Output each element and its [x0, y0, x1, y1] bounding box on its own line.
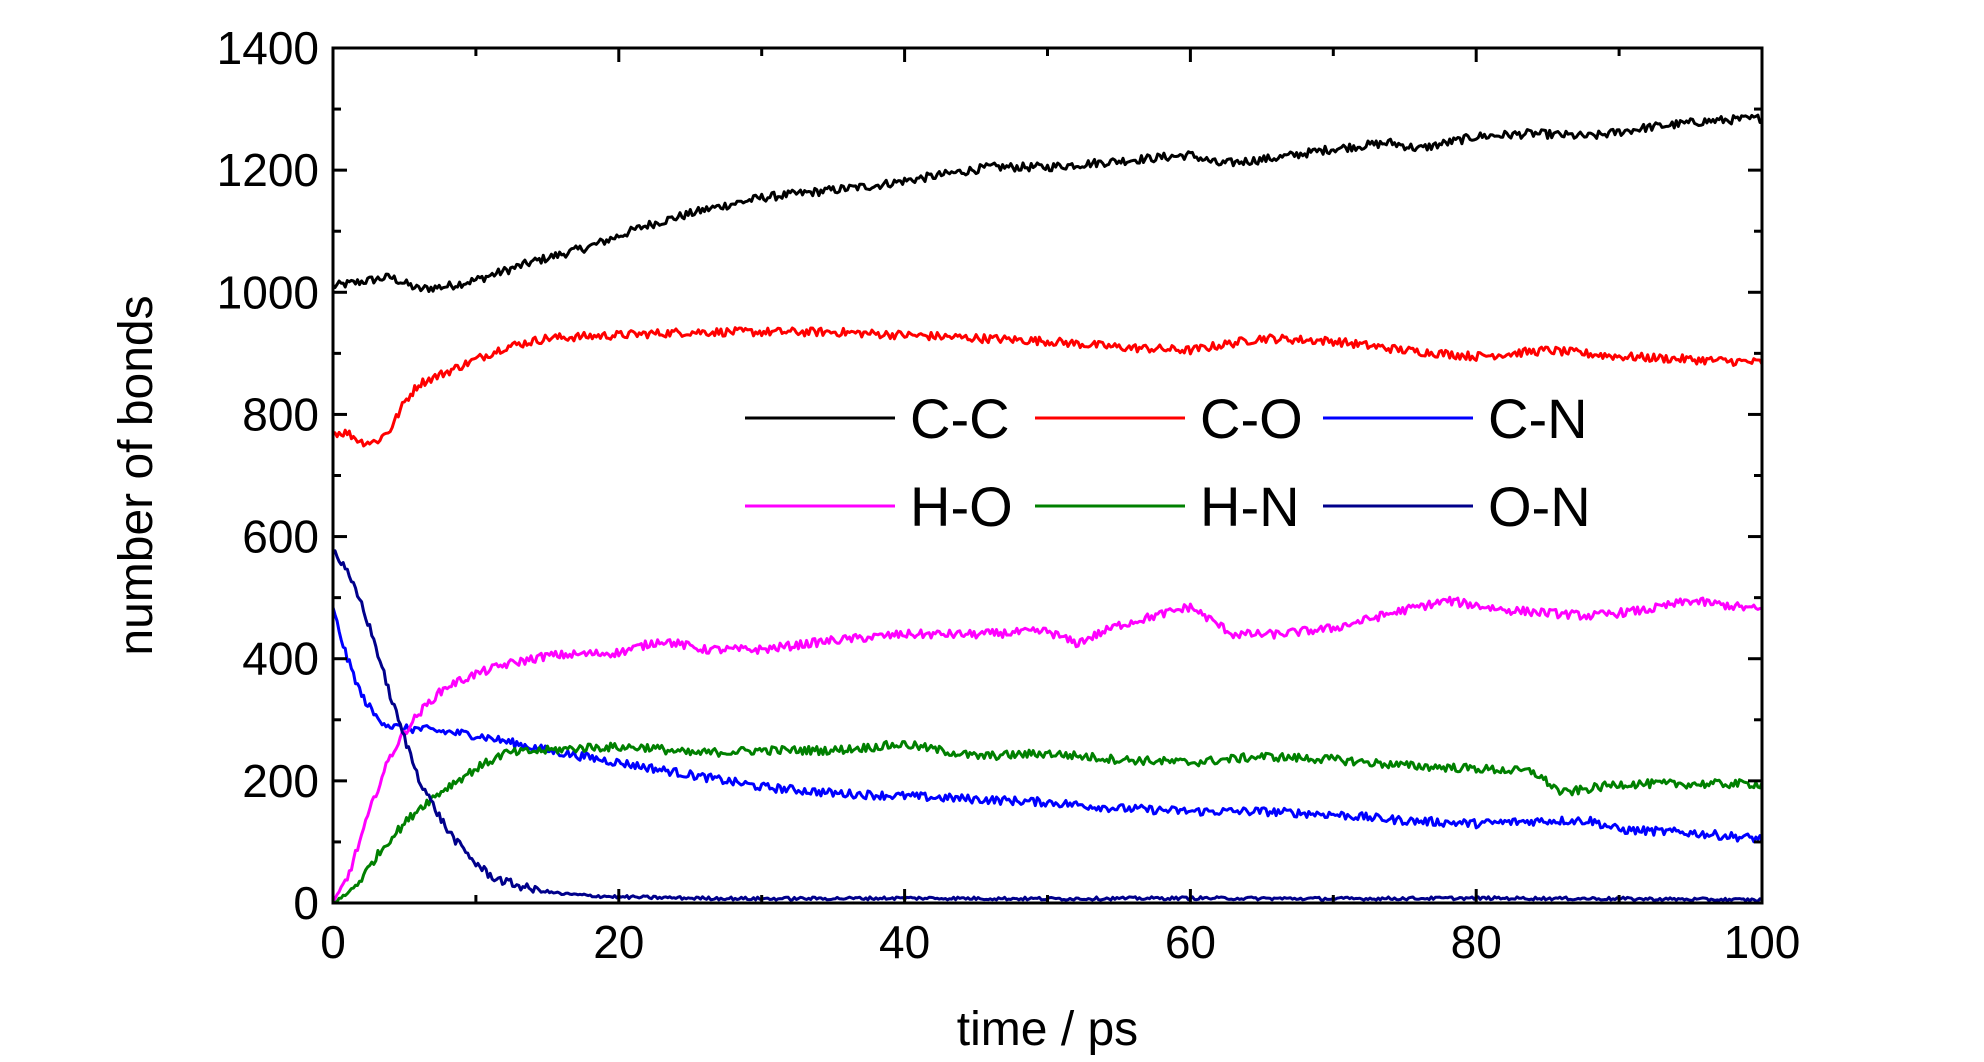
y-axis-ticks: 0 200 400 600 800 1000 1200 1400 — [217, 22, 1762, 929]
legend-label-c-o: C-O — [1200, 387, 1303, 450]
y-tick-label: 800 — [242, 388, 319, 440]
legend-label-c-n: C-N — [1488, 387, 1588, 450]
series-line-c-o — [332, 326, 1764, 448]
x-tick-label: 20 — [593, 916, 644, 968]
series-line-c-c — [331, 113, 1762, 293]
series-line-h-n — [332, 740, 1764, 905]
y-tick-label: 400 — [242, 633, 319, 685]
series-line-o-n — [332, 549, 1763, 903]
legend-label-c-c: C-C — [910, 387, 1010, 450]
series-line-c-n — [331, 607, 1764, 844]
y-tick-label: 0 — [293, 877, 319, 929]
y-axis-title: number of bonds — [110, 295, 163, 655]
x-tick-label: 80 — [1451, 916, 1502, 968]
x-tick-label: 60 — [1165, 916, 1216, 968]
x-axis-title: time / ps — [957, 1003, 1138, 1056]
x-tick-label: 100 — [1724, 916, 1801, 968]
legend-label-h-n: H-N — [1200, 475, 1300, 538]
x-tick-label: 40 — [879, 916, 930, 968]
x-tick-label: 0 — [320, 916, 346, 968]
series-line-h-o — [331, 595, 1763, 904]
legend: C-C C-O C-N H-O H-N O-N — [745, 387, 1591, 538]
y-tick-label: 200 — [242, 755, 319, 807]
legend-label-o-n: O-N — [1488, 475, 1591, 538]
y-tick-label: 600 — [242, 511, 319, 563]
y-tick-label: 1200 — [217, 144, 319, 196]
x-axis-ticks: 0 20 40 60 80 100 — [320, 48, 1800, 968]
y-tick-label: 1000 — [217, 266, 319, 318]
y-tick-label: 1400 — [217, 22, 319, 74]
legend-label-h-o: H-O — [910, 475, 1013, 538]
